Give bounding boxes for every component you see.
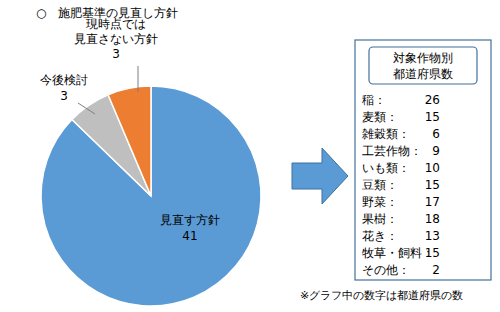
crop-value: 6	[432, 127, 440, 141]
data-label: 見直す方針 41	[160, 213, 220, 243]
pie-slice	[108, 86, 151, 196]
crop-value: 17	[425, 195, 440, 209]
leader-line	[78, 103, 95, 114]
slice-value: 3	[112, 47, 120, 61]
arrow	[292, 148, 348, 204]
leader-line	[138, 66, 139, 92]
slice-value: 3	[60, 89, 68, 103]
crop-label: 果樹：	[362, 212, 398, 226]
crop-label: 野菜：	[362, 195, 398, 209]
slice-name-line: 見直さない方針	[74, 32, 158, 46]
crop-label: 稲：	[362, 93, 386, 107]
pie	[41, 86, 261, 306]
crop-value: 2	[432, 263, 440, 277]
crop-value: 18	[425, 212, 440, 226]
crop-value: 15	[425, 246, 440, 260]
crop-value: 26	[425, 93, 440, 107]
slice-name: 今後検討	[40, 73, 88, 87]
slice-name-line: 見直す方針	[160, 213, 220, 227]
crop-value: 13	[425, 229, 440, 243]
pie-slice	[41, 86, 261, 306]
crop-label: 工芸作物：	[362, 144, 422, 158]
crop-label: いも類：	[362, 161, 410, 175]
crop-value: 9	[432, 144, 440, 158]
crop-label: その他：	[362, 263, 410, 277]
note: ※グラフ中の数字は都道府県の数	[300, 289, 463, 302]
crop-box: 対象作物別都道府県数稲： 26 麦類： 15 雑穀類： 6 工芸作物： 9 いも類： 10 豆類： 1…	[355, 40, 491, 280]
crop-label: 雑穀類：	[362, 127, 410, 141]
slice-name-line: 今後検討	[40, 73, 88, 87]
crop-value: 15	[425, 110, 440, 124]
crop-box-title: 対象作物別	[393, 51, 453, 65]
crop-label: 麦類：	[362, 110, 398, 124]
chart: ○ 施肥基準の見直し方針見直す方針41今後検討3現時点では見直さない方針3対象作…	[0, 0, 500, 312]
page: {"chart_data": {"type": "pie", "title": …	[0, 0, 500, 312]
data-label: 現時点では見直さない方針3	[74, 17, 158, 92]
slice-name: 現時点では見直さない方針	[74, 17, 158, 46]
slice-value: 41	[182, 229, 197, 243]
slice-name: 見直す方針	[160, 213, 220, 227]
crop-value: 15	[425, 178, 440, 192]
crop-box-title: 都道府県数	[393, 67, 453, 81]
crop-box-frame	[355, 40, 491, 280]
crop-label: 牧草・飼料：	[362, 246, 434, 260]
crop-value: 10	[425, 161, 440, 175]
crop-box-header	[369, 47, 477, 84]
crop-label: 花き：	[362, 229, 398, 243]
slice-name-line: 現時点では	[86, 17, 146, 31]
data-label: 今後検討 3	[40, 73, 95, 114]
chart-root: ○ 施肥基準の見直し方針見直す方針41今後検討3現時点では見直さない方針3対象作…	[0, 0, 500, 312]
crop-label: 豆類：	[362, 178, 398, 192]
